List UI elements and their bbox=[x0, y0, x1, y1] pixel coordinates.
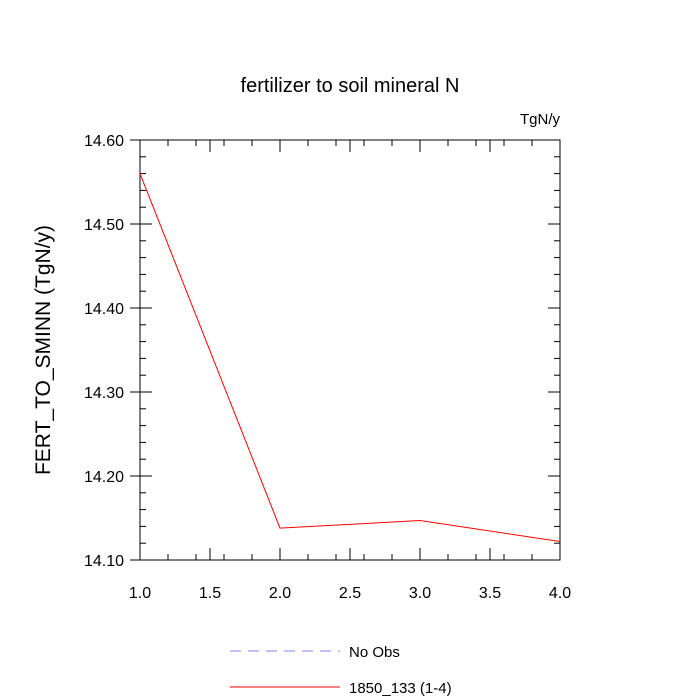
series-layer bbox=[139, 173, 561, 543]
y-tick-label: 14.10 bbox=[84, 553, 124, 570]
legend-label: 1850_133 (1-4) bbox=[349, 680, 452, 697]
legend-label: No Obs bbox=[349, 644, 400, 661]
x-tick-label: 1.0 bbox=[129, 585, 151, 602]
x-tick-label: 2.5 bbox=[339, 585, 361, 602]
units-label: TgN/y bbox=[520, 111, 561, 128]
y-tick-label: 14.60 bbox=[84, 133, 124, 150]
x-tick-label: 4.0 bbox=[549, 585, 571, 602]
x-tick-label: 1.5 bbox=[199, 585, 221, 602]
legend: No Obs 1850_133 (1-4) bbox=[230, 644, 452, 697]
y-axis-label: FERT_TO_SMINN (TgN/y) bbox=[32, 225, 55, 475]
x-tick-labels: 1.0 1.5 2.0 2.5 3.0 3.5 4.0 bbox=[129, 585, 571, 602]
tick-marks bbox=[130, 139, 561, 561]
y-tick-labels: 14.10 14.20 14.30 14.40 14.50 14.60 bbox=[84, 133, 124, 570]
y-tick-label: 14.40 bbox=[84, 301, 124, 318]
y-tick-label: 14.50 bbox=[84, 217, 124, 234]
y-tick-label: 14.20 bbox=[84, 469, 124, 486]
plot-frame bbox=[139, 139, 561, 561]
chart-title: fertilizer to soil mineral N bbox=[241, 75, 460, 97]
series-line bbox=[139, 173, 561, 543]
x-tick-label: 3.5 bbox=[479, 585, 501, 602]
x-tick-label: 3.0 bbox=[409, 585, 431, 602]
y-tick-label: 14.30 bbox=[84, 385, 124, 402]
x-tick-label: 2.0 bbox=[269, 585, 291, 602]
